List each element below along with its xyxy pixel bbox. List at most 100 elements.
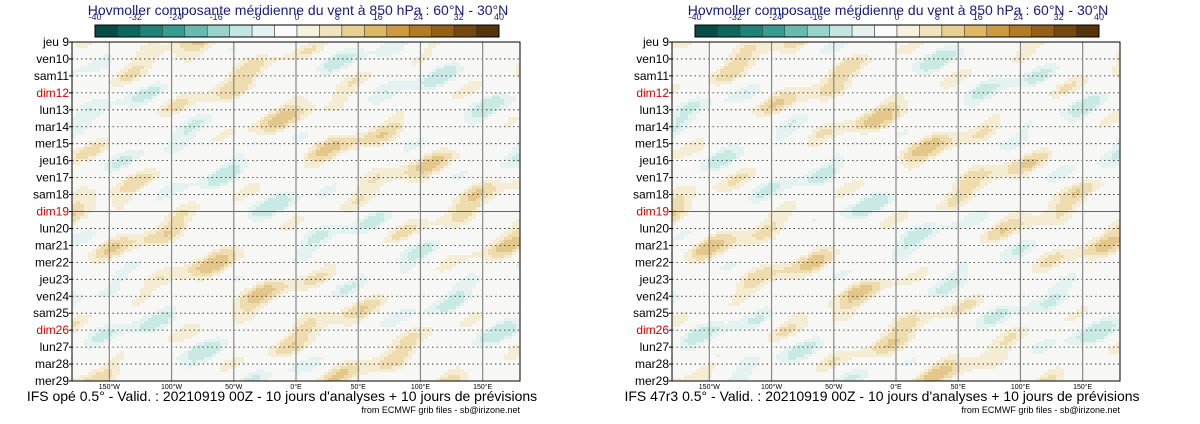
field-cell xyxy=(280,207,284,210)
field-cell xyxy=(476,279,480,282)
field-cell xyxy=(748,60,752,63)
field-cell xyxy=(292,369,296,372)
field-cell xyxy=(96,141,100,144)
field-cell xyxy=(480,249,484,252)
field-cell xyxy=(156,282,160,285)
field-cell xyxy=(192,327,196,330)
field-cell xyxy=(1068,81,1072,84)
field-cell xyxy=(360,282,364,285)
field-cell xyxy=(184,51,188,54)
field-cell xyxy=(484,111,488,114)
field-cell xyxy=(836,66,840,69)
field-cell xyxy=(1024,78,1028,81)
field-cell xyxy=(736,48,740,51)
field-cell xyxy=(340,96,344,99)
field-cell xyxy=(144,231,148,234)
colorbar-swatch xyxy=(296,24,320,38)
field-cell xyxy=(400,270,404,273)
field-cell xyxy=(196,48,200,51)
field-cell xyxy=(392,228,396,231)
field-cell xyxy=(280,57,284,60)
field-cell xyxy=(380,54,384,57)
field-cell xyxy=(424,54,428,57)
field-cell xyxy=(316,234,320,237)
field-cell xyxy=(108,258,112,261)
field-cell xyxy=(88,195,92,198)
field-cell xyxy=(412,162,416,165)
field-cell xyxy=(460,372,464,375)
field-cell xyxy=(204,345,208,348)
field-cell xyxy=(284,192,288,195)
field-cell xyxy=(424,75,428,78)
field-cell xyxy=(428,48,432,51)
field-cell xyxy=(104,324,108,327)
field-cell xyxy=(1008,78,1012,81)
field-cell xyxy=(168,315,172,318)
field-cell xyxy=(732,48,736,51)
field-cell xyxy=(248,291,252,294)
field-cell xyxy=(164,45,168,48)
field-cell xyxy=(512,318,516,321)
field-cell xyxy=(448,156,452,159)
field-cell xyxy=(180,141,184,144)
field-cell xyxy=(348,63,352,66)
field-cell xyxy=(248,75,252,78)
field-cell xyxy=(328,264,332,267)
field-cell xyxy=(80,378,84,381)
field-cell xyxy=(128,270,132,273)
field-cell xyxy=(112,156,116,159)
field-cell xyxy=(368,309,372,312)
field-cell xyxy=(480,198,484,201)
field-cell xyxy=(428,252,432,255)
field-cell xyxy=(112,204,116,207)
field-cell xyxy=(316,327,320,330)
field-cell xyxy=(500,249,504,252)
field-cell xyxy=(224,345,228,348)
field-cell xyxy=(444,147,448,150)
field-cell xyxy=(1012,60,1016,63)
field-cell xyxy=(392,138,396,141)
field-cell xyxy=(220,168,224,171)
field-cell xyxy=(260,282,264,285)
field-cell xyxy=(280,111,284,114)
lon-tick-label: 0°E xyxy=(290,383,302,391)
field-cell xyxy=(172,111,176,114)
field-cell xyxy=(92,207,96,210)
field-cell xyxy=(504,249,508,252)
field-cell xyxy=(252,372,256,375)
field-cell xyxy=(80,198,84,201)
field-cell xyxy=(428,72,432,75)
colorbar-tick-label: 8 xyxy=(335,12,340,22)
field-cell xyxy=(104,243,108,246)
lon-tick-label: 100°E xyxy=(411,383,430,391)
field-cell xyxy=(276,291,280,294)
field-cell xyxy=(504,327,508,330)
field-cell xyxy=(1076,78,1080,81)
field-cell xyxy=(88,117,92,120)
field-cell xyxy=(116,252,120,255)
field-cell xyxy=(836,84,840,87)
field-cell xyxy=(292,336,296,339)
field-cell xyxy=(360,135,364,138)
field-cell xyxy=(484,117,488,120)
field-cell xyxy=(168,222,172,225)
field-cell xyxy=(404,270,408,273)
field-cell xyxy=(452,222,456,225)
field-cell xyxy=(88,378,92,381)
field-cell xyxy=(1072,90,1076,93)
field-cell xyxy=(484,180,488,183)
field-cell xyxy=(208,264,212,267)
field-cell xyxy=(428,330,432,333)
field-cell xyxy=(424,162,428,165)
field-cell xyxy=(96,69,100,72)
field-cell xyxy=(272,123,276,126)
field-cell xyxy=(1036,75,1040,78)
field-cell xyxy=(416,81,420,84)
field-cell xyxy=(400,264,404,267)
field-cell xyxy=(212,99,216,102)
colorbar-tick-label: -24 xyxy=(169,12,182,22)
field-cell xyxy=(464,204,468,207)
field-cell xyxy=(304,162,308,165)
field-cell xyxy=(332,153,336,156)
field-cell xyxy=(84,204,88,207)
